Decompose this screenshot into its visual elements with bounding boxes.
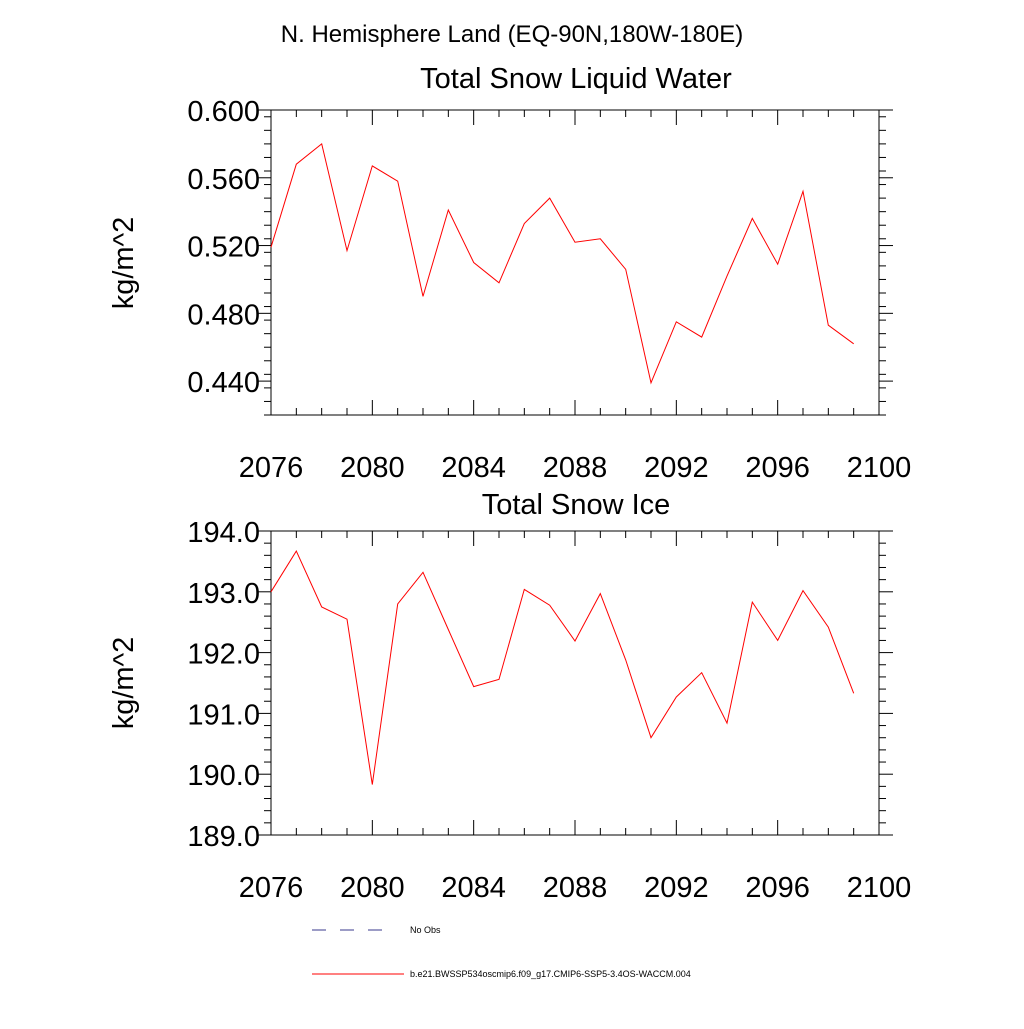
- x-tick-label: 2092: [644, 872, 709, 904]
- y-tick-label: 192.0: [187, 639, 260, 671]
- x-tick-label: 2100: [847, 452, 912, 484]
- x-tick-label: 2080: [340, 872, 405, 904]
- x-tick-label: 2096: [745, 872, 810, 904]
- x-tick-label: 2076: [239, 452, 304, 484]
- y-tick-label: 0.600: [187, 96, 260, 128]
- series-lines: [270, 550, 855, 785]
- plot-area-frame: [270, 530, 880, 836]
- legend-label: No Obs: [410, 925, 441, 935]
- x-tick-label: 2096: [745, 452, 810, 484]
- x-tick-labels: 2076 2080 2084 2088 2092 2096 2100: [239, 872, 912, 904]
- x-tick-label: 2100: [847, 872, 912, 904]
- axis-ticks: [257, 109, 893, 416]
- legend-entry-no-obs: No Obs: [312, 925, 441, 935]
- y-axis-label: kg/m^2: [108, 637, 140, 730]
- axis-ticks: [257, 530, 893, 836]
- x-tick-label: 2088: [543, 872, 608, 904]
- x-tick-label: 2084: [441, 452, 506, 484]
- plot-area-frame: [270, 109, 880, 416]
- series-line: [270, 550, 855, 785]
- y-tick-labels: 0.440 0.480 0.520 0.560 0.600: [187, 96, 260, 399]
- y-tick-label: 190.0: [187, 760, 260, 792]
- y-tick-label: 0.560: [187, 164, 260, 196]
- x-tick-label: 2084: [441, 872, 506, 904]
- y-tick-label: 194.0: [187, 517, 260, 549]
- series-lines: [270, 143, 854, 385]
- x-tick-label: 2092: [644, 452, 709, 484]
- chart-title: Total Snow Liquid Water: [420, 63, 732, 95]
- x-tick-label: 2076: [239, 872, 304, 904]
- y-tick-label: 191.0: [187, 699, 260, 731]
- y-tick-label: 0.440: [187, 367, 260, 399]
- x-tick-label: 2080: [340, 452, 405, 484]
- y-tick-label: 193.0: [187, 578, 260, 610]
- y-tick-label: 189.0: [187, 821, 260, 853]
- series-line: [270, 143, 854, 385]
- x-tick-labels: 2076 2080 2084 2088 2092 2096 2100: [239, 452, 912, 484]
- y-tick-label: 0.480: [187, 299, 260, 331]
- legend: No Obs b.e21.BWSSP534oscmip6.f09_g17.CMI…: [312, 925, 691, 979]
- panel-snow-ice: Total Snow Ice kg/m^2 2076 2080 2084 2088 20…: [108, 489, 911, 904]
- y-tick-label: 0.520: [187, 232, 260, 264]
- y-tick-labels: 189.0 190.0 191.0 192.0 193.0 194.0: [187, 517, 260, 853]
- y-axis-label: kg/m^2: [108, 217, 140, 310]
- chart-title: Total Snow Ice: [482, 489, 671, 521]
- x-tick-label: 2088: [543, 452, 608, 484]
- legend-entry-model: b.e21.BWSSP534oscmip6.f09_g17.CMIP6-SSP5…: [312, 969, 691, 979]
- page-title: N. Hemisphere Land (EQ-90N,180W-180E): [281, 21, 743, 48]
- legend-label: b.e21.BWSSP534oscmip6.f09_g17.CMIP6-SSP5…: [410, 969, 691, 979]
- panel-snow-liquid-water: Total Snow Liquid Water kg/m^2 2076 2080 2…: [108, 63, 911, 484]
